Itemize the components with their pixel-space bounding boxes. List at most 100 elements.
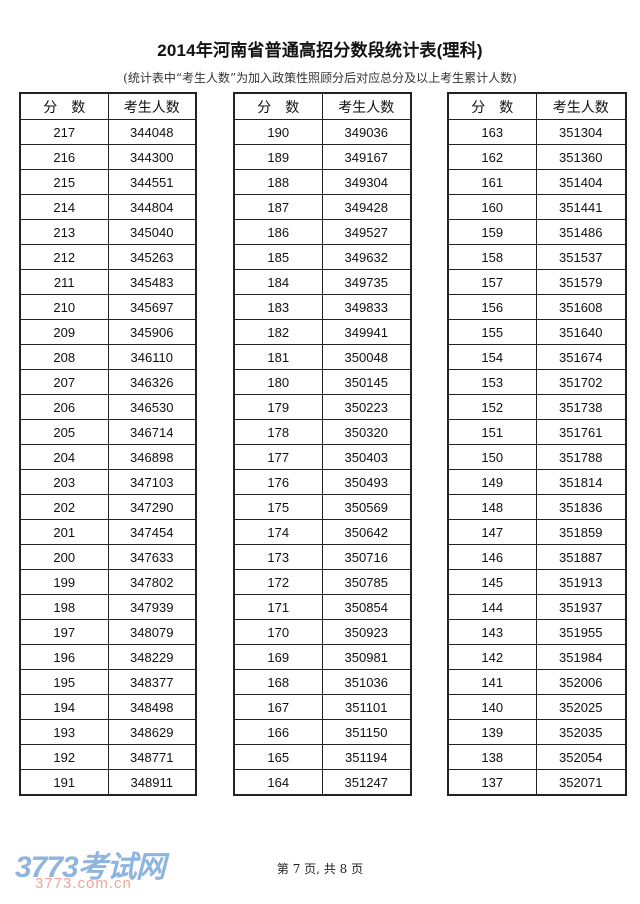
- score-cell: 213: [19, 219, 109, 245]
- table-row: 156 351608: [447, 294, 627, 320]
- count-cell: 350854: [321, 594, 412, 620]
- count-cell: 352071: [535, 769, 627, 796]
- table-row: 168 351036: [233, 669, 412, 695]
- score-cell: 166: [233, 719, 323, 745]
- count-cell: 350493: [321, 469, 412, 495]
- score-cell: 205: [19, 419, 109, 445]
- count-cell: 351887: [535, 544, 627, 570]
- score-cell: 182: [233, 319, 323, 345]
- table-row: 185 349632: [233, 244, 412, 270]
- score-cell: 160: [447, 194, 537, 220]
- count-cell: 351360: [535, 144, 627, 170]
- count-cell: 352006: [535, 669, 627, 695]
- score-cell: 147: [447, 519, 537, 545]
- score-cell: 207: [19, 369, 109, 395]
- table-row: 204 346898: [19, 444, 197, 470]
- table-row: 191 348911: [19, 769, 197, 796]
- count-cell: 351788: [535, 444, 627, 470]
- count-cell: 351247: [321, 769, 412, 796]
- score-cell: 170: [233, 619, 323, 645]
- table-row: 142 351984: [447, 644, 627, 670]
- score-cell: 214: [19, 194, 109, 220]
- count-cell: 347454: [107, 519, 197, 545]
- table-row: 172 350785: [233, 569, 412, 595]
- score-cell: 188: [233, 169, 323, 195]
- count-cell: 351738: [535, 394, 627, 420]
- score-cell: 163: [447, 119, 537, 145]
- count-cell: 349428: [321, 194, 412, 220]
- score-cell: 142: [447, 644, 537, 670]
- score-cell: 202: [19, 494, 109, 520]
- count-cell: 348498: [107, 694, 197, 720]
- score-cell: 154: [447, 344, 537, 370]
- count-cell: 346530: [107, 394, 197, 420]
- score-cell: 208: [19, 344, 109, 370]
- score-cell: 162: [447, 144, 537, 170]
- score-cell: 165: [233, 744, 323, 770]
- table-row: 200 347633: [19, 544, 197, 570]
- score-table-1: 分 数 考生人数 217 344048 216 344300 215 344551 214 3…: [19, 92, 197, 796]
- table-row: 194 348498: [19, 694, 197, 720]
- count-cell: 346898: [107, 444, 197, 470]
- count-cell: 345040: [107, 219, 197, 245]
- table-row: 171 350854: [233, 594, 412, 620]
- count-cell: 352054: [535, 744, 627, 770]
- header-count: 考生人数: [321, 92, 412, 120]
- count-cell: 351194: [321, 744, 412, 770]
- table-row: 207 346326: [19, 369, 197, 395]
- score-cell: 150: [447, 444, 537, 470]
- score-cell: 155: [447, 319, 537, 345]
- table-row: 176 350493: [233, 469, 412, 495]
- table-row: 195 348377: [19, 669, 197, 695]
- watermark-main: 3773考试网: [15, 851, 166, 884]
- count-cell: 344048: [107, 119, 197, 145]
- score-cell: 210: [19, 294, 109, 320]
- score-cell: 216: [19, 144, 109, 170]
- score-table-3: 分 数 考生人数 163 351304 162 351360 161 351404 160 3…: [447, 92, 627, 796]
- score-cell: 197: [19, 619, 109, 645]
- count-cell: 351101: [321, 694, 412, 720]
- score-cell: 153: [447, 369, 537, 395]
- count-cell: 351537: [535, 244, 627, 270]
- table-row: 188 349304: [233, 169, 412, 195]
- score-cell: 184: [233, 269, 323, 295]
- count-cell: 351640: [535, 319, 627, 345]
- watermark-url: 3773.com.cn: [35, 875, 132, 892]
- count-cell: 351859: [535, 519, 627, 545]
- count-cell: 351984: [535, 644, 627, 670]
- table-row: 149 351814: [447, 469, 627, 495]
- count-cell: 347939: [107, 594, 197, 620]
- header-score: 分 数: [447, 92, 537, 120]
- score-cell: 198: [19, 594, 109, 620]
- count-cell: 351674: [535, 344, 627, 370]
- count-cell: 351836: [535, 494, 627, 520]
- count-cell: 349833: [321, 294, 412, 320]
- score-cell: 144: [447, 594, 537, 620]
- table-row: 147 351859: [447, 519, 627, 545]
- table-row: 169 350981: [233, 644, 412, 670]
- count-cell: 346714: [107, 419, 197, 445]
- page-number: 第 7 页, 共 8 页: [276, 862, 364, 876]
- table-row: 201 347454: [19, 519, 197, 545]
- table-row: 144 351937: [447, 594, 627, 620]
- table-row: 187 349428: [233, 194, 412, 220]
- count-cell: 349735: [321, 269, 412, 295]
- count-cell: 348911: [107, 769, 197, 796]
- count-cell: 349527: [321, 219, 412, 245]
- table-row: 164 351247: [233, 769, 412, 796]
- table-row: 141 352006: [447, 669, 627, 695]
- header-score: 分 数: [19, 92, 109, 120]
- table-row: 178 350320: [233, 419, 412, 445]
- score-cell: 159: [447, 219, 537, 245]
- count-cell: 349632: [321, 244, 412, 270]
- header-score: 分 数: [233, 92, 323, 120]
- score-cell: 206: [19, 394, 109, 420]
- table-row: 181 350048: [233, 344, 412, 370]
- table-row: 159 351486: [447, 219, 627, 245]
- count-cell: 349036: [321, 119, 412, 145]
- score-cell: 171: [233, 594, 323, 620]
- table-row: 179 350223: [233, 394, 412, 420]
- score-cell: 177: [233, 444, 323, 470]
- count-cell: 346326: [107, 369, 197, 395]
- table-row: 150 351788: [447, 444, 627, 470]
